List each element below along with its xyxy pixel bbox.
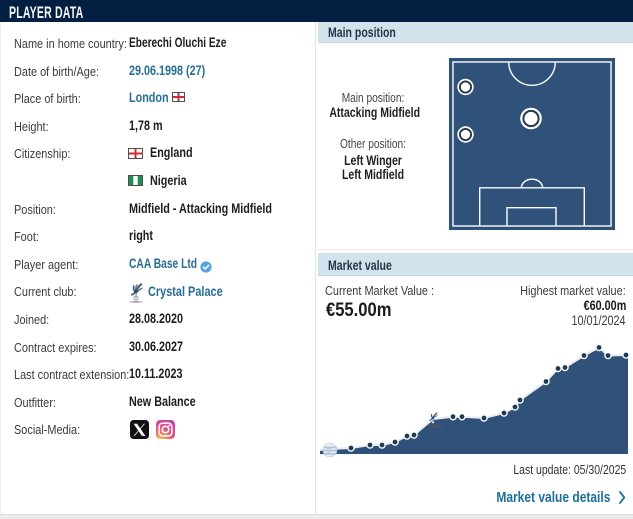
svg-text:Palace: Palace <box>428 424 442 429</box>
